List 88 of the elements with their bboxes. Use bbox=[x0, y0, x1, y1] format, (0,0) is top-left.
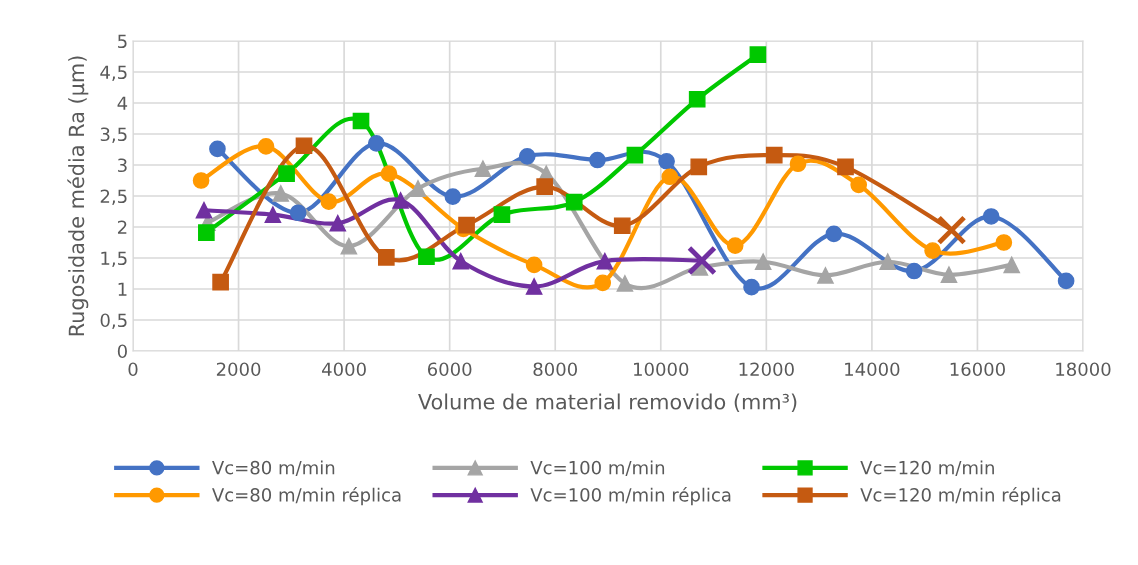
point bbox=[626, 146, 644, 164]
point bbox=[209, 140, 226, 158]
point bbox=[594, 274, 612, 292]
point bbox=[525, 256, 543, 274]
point bbox=[817, 267, 834, 284]
legend-label: Vc=120 m/min bbox=[860, 460, 994, 476]
y-tick-label: 2 bbox=[117, 220, 127, 234]
point bbox=[658, 152, 675, 170]
y-tick-label: 1 bbox=[118, 282, 127, 296]
x-tick-label: 16000 bbox=[950, 362, 1005, 377]
point bbox=[198, 224, 215, 241]
y-tick-label: 1,5 bbox=[101, 251, 127, 267]
point bbox=[616, 275, 634, 292]
point bbox=[879, 253, 897, 271]
point bbox=[726, 237, 744, 254]
point bbox=[565, 193, 583, 211]
point bbox=[289, 204, 307, 222]
x-axis-title: Volume de material removido (mm³) bbox=[418, 393, 797, 413]
point bbox=[837, 158, 854, 176]
y-axis-title: Rugosidade média Ra (µm) bbox=[67, 56, 89, 336]
point bbox=[195, 201, 213, 219]
y-tick-label: 5 bbox=[118, 34, 127, 49]
point bbox=[661, 168, 679, 186]
y-tick-label: 0 bbox=[117, 344, 127, 359]
point bbox=[272, 185, 290, 202]
legend-label: Vc=100 m/min bbox=[530, 460, 665, 476]
point bbox=[613, 217, 631, 235]
point bbox=[525, 278, 543, 295]
point bbox=[589, 151, 606, 169]
point bbox=[380, 165, 398, 183]
point bbox=[367, 134, 385, 152]
point bbox=[924, 242, 941, 259]
point bbox=[518, 147, 536, 165]
y-tick-label: 3 bbox=[118, 158, 127, 173]
point bbox=[596, 252, 614, 270]
point bbox=[257, 138, 275, 155]
y-tick-label: 4 bbox=[117, 96, 128, 110]
point bbox=[825, 225, 843, 243]
point bbox=[392, 192, 409, 209]
legend-label: Vc=100 m/min réplica bbox=[530, 487, 731, 506]
x-tick-label: 18000 bbox=[1056, 362, 1111, 377]
point bbox=[320, 193, 338, 210]
point bbox=[329, 214, 347, 232]
point bbox=[1003, 256, 1021, 274]
point bbox=[789, 155, 807, 173]
x-tick-label: 8000 bbox=[533, 362, 577, 377]
legend-label: Vc=80 m/min réplica bbox=[212, 487, 401, 506]
x-tick-label: 4000 bbox=[322, 362, 366, 377]
point bbox=[295, 137, 313, 155]
y-tick-label: 3,5 bbox=[100, 127, 127, 143]
point bbox=[493, 206, 511, 223]
point bbox=[409, 180, 427, 197]
x-tick-label: 2000 bbox=[216, 362, 261, 377]
point bbox=[743, 278, 760, 296]
point bbox=[688, 90, 706, 108]
point bbox=[940, 266, 958, 284]
x-tick-label: 12000 bbox=[739, 362, 794, 377]
y-tick-label: 0,5 bbox=[100, 313, 127, 329]
legend-label: Vc=120 m/min réplica bbox=[860, 487, 1061, 506]
point bbox=[690, 158, 708, 176]
x-tick-label: 0 bbox=[128, 362, 138, 377]
point bbox=[995, 234, 1013, 251]
point bbox=[905, 262, 923, 280]
point bbox=[749, 46, 767, 63]
point bbox=[458, 216, 475, 234]
point bbox=[754, 253, 772, 271]
point bbox=[1057, 272, 1075, 290]
point bbox=[212, 273, 229, 291]
point bbox=[352, 112, 370, 130]
point bbox=[452, 252, 470, 270]
legend-label: Vc=80 m/min bbox=[212, 460, 335, 476]
x-tick-label: 6000 bbox=[427, 362, 472, 377]
point bbox=[377, 249, 395, 266]
point bbox=[418, 248, 435, 266]
point bbox=[340, 237, 358, 255]
point bbox=[264, 206, 282, 223]
y-tick-label: 2,5 bbox=[100, 189, 127, 205]
point bbox=[192, 172, 210, 189]
point bbox=[536, 178, 554, 196]
x-tick-label: 14000 bbox=[845, 362, 900, 377]
point bbox=[765, 146, 783, 164]
y-tick-label: 4,5 bbox=[100, 65, 127, 81]
x-tick-label: 10000 bbox=[634, 362, 689, 377]
point bbox=[850, 176, 868, 194]
point bbox=[444, 188, 462, 205]
point bbox=[474, 160, 492, 178]
point bbox=[982, 208, 1000, 225]
point bbox=[278, 165, 295, 183]
